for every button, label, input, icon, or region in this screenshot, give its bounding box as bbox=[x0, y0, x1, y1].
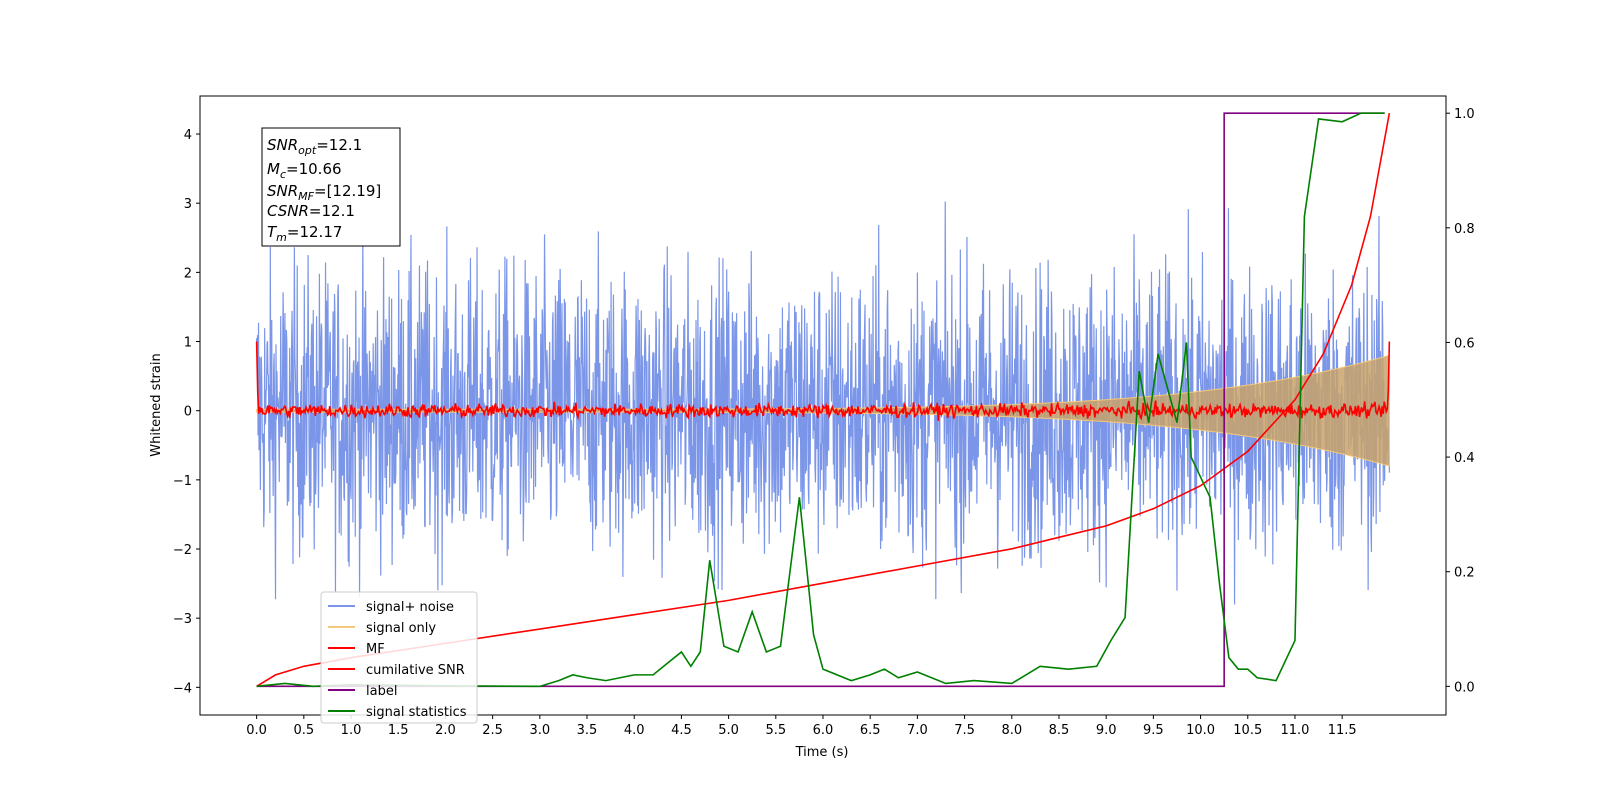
y2-tick-label: 0.0 bbox=[1454, 680, 1475, 695]
x-tick-label: 11.5 bbox=[1328, 723, 1357, 738]
x-tick-label: 0.5 bbox=[293, 723, 314, 738]
y-tick-label: 4 bbox=[184, 128, 192, 143]
annotation-tm: Tm=12.17 bbox=[267, 223, 342, 244]
series-signal-only bbox=[256, 354, 1390, 467]
y2-tick-label: 0.2 bbox=[1454, 566, 1475, 581]
y2-tick-label: 1.0 bbox=[1454, 107, 1475, 122]
x-tick-label: 1.5 bbox=[388, 723, 409, 738]
x-tick-label: 3.5 bbox=[577, 723, 598, 738]
x-tick-label: 4.0 bbox=[624, 723, 645, 738]
legend-label: signal only bbox=[366, 621, 436, 636]
x-tick-label: 6.5 bbox=[860, 723, 881, 738]
legend-label: signal+ noise bbox=[366, 600, 454, 615]
y-tick-label: 3 bbox=[184, 197, 192, 212]
x-tick-label: 9.0 bbox=[1096, 723, 1117, 738]
y-axis-left: 4 3 2 1 0 −1 −2 −3 −4 bbox=[173, 128, 200, 696]
annotation-mc: Mc=10.66 bbox=[267, 160, 342, 181]
series-mf bbox=[255, 341, 1391, 422]
x-tick-label: 8.5 bbox=[1049, 723, 1070, 738]
x-tick-label: 5.5 bbox=[765, 723, 786, 738]
x-tick-label: 10.5 bbox=[1233, 723, 1262, 738]
legend-label: cumilative SNR bbox=[366, 663, 465, 678]
annotation-box: SNRopt=12.1 Mc=10.66 SNRMF=[12.19] CSNR=… bbox=[261, 127, 401, 247]
legend-frame bbox=[320, 591, 478, 724]
x-tick-label: 9.5 bbox=[1143, 723, 1164, 738]
annotation-frame bbox=[261, 127, 401, 247]
x-tick-label: 8.0 bbox=[1001, 723, 1022, 738]
x-tick-label: 0.0 bbox=[246, 723, 267, 738]
x-tick-label: 4.5 bbox=[671, 723, 692, 738]
y2-tick-label: 0.8 bbox=[1454, 222, 1475, 237]
x-tick-label: 1.0 bbox=[341, 723, 362, 738]
legend: signal+ noise signal only MF cumilative SNR… bbox=[320, 591, 478, 724]
x-axis: 0.0 0.5 1.0 1.5 2.0 2.5 3.0 3.5 4.0 4.5 5.0 5.5 6.0 6… bbox=[246, 715, 1357, 738]
series-label bbox=[256, 112, 1385, 688]
annotation-snr-opt: SNRopt=12.1 bbox=[267, 136, 362, 157]
legend-label: label bbox=[366, 684, 397, 699]
y-tick-label: −2 bbox=[173, 543, 192, 558]
x-axis-label: Time (s) bbox=[795, 745, 849, 760]
series-layer bbox=[255, 112, 1391, 688]
y-tick-label: 0 bbox=[184, 405, 192, 420]
x-tick-label: 2.5 bbox=[482, 723, 503, 738]
x-tick-label: 7.0 bbox=[907, 723, 928, 738]
y-axis-label: Whitened strain bbox=[149, 353, 164, 456]
legend-label: MF bbox=[366, 642, 385, 657]
annotation-csnr: CSNR=12.1 bbox=[267, 202, 355, 220]
y2-tick-label: 0.4 bbox=[1454, 451, 1475, 466]
legend-label: signal statistics bbox=[366, 705, 467, 720]
y-axis-right: 1.0 0.8 0.6 0.4 0.2 0.0 bbox=[1446, 107, 1475, 695]
x-tick-label: 6.0 bbox=[813, 723, 834, 738]
y2-tick-label: 0.6 bbox=[1454, 336, 1475, 351]
y-tick-label: 1 bbox=[184, 336, 192, 351]
x-tick-label: 3.0 bbox=[529, 723, 550, 738]
y-tick-label: 2 bbox=[184, 266, 192, 281]
x-tick-label: 7.5 bbox=[954, 723, 975, 738]
x-tick-label: 5.0 bbox=[718, 723, 739, 738]
annotation-snr-mf: SNRMF=[12.19] bbox=[267, 182, 381, 203]
series-signal-statistics bbox=[256, 112, 1385, 688]
y-tick-label: −1 bbox=[173, 474, 192, 489]
x-tick-label: 2.0 bbox=[435, 723, 456, 738]
y-tick-label: −4 bbox=[173, 681, 192, 696]
x-tick-label: 11.0 bbox=[1280, 723, 1309, 738]
y-tick-label: −3 bbox=[173, 612, 192, 627]
x-tick-label: 10.0 bbox=[1186, 723, 1215, 738]
